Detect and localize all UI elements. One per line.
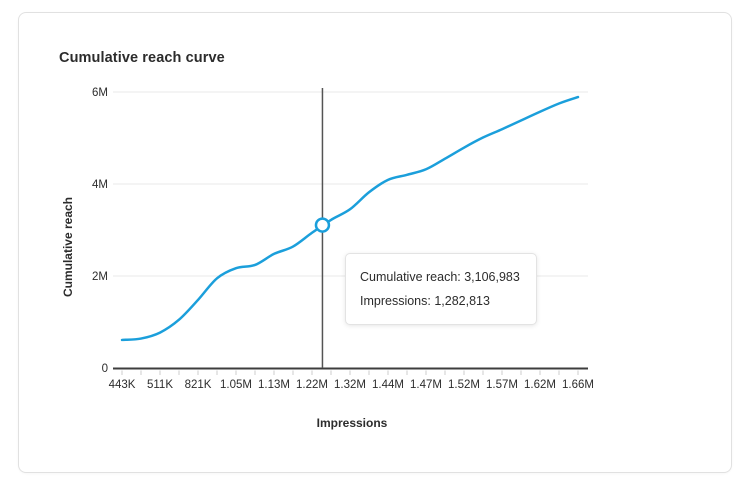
x-tick-label: 1.66M [562,379,594,391]
x-tick-label: 1.62M [524,379,556,391]
x-tick-label: 1.05M [220,379,252,391]
x-tick-label: 1.13M [258,379,290,391]
chart-title: Cumulative reach curve [59,50,225,66]
x-tick-label: 1.47M [410,379,442,391]
x-tick-label: 511K [147,379,173,391]
y-axis-title: Cumulative reach [61,196,75,298]
x-tick-label: 821K [185,379,212,391]
x-tick-label: 1.32M [334,379,366,391]
x-axis-title: Impressions [316,416,388,430]
y-tick-label: 0 [102,363,108,375]
y-tick-label: 2M [92,271,108,283]
reach-curve-card: Cumulative reach curve [18,12,732,473]
highlight-point-marker[interactable] [314,217,331,233]
x-tick-label: 443K [109,379,136,391]
x-tick-label: 1.44M [372,379,404,391]
tooltip-line-impressions: Impressions: 1,282,813 [360,294,490,308]
tooltip-line-reach: Cumulative reach: 3,106,983 [360,270,520,284]
x-tick-label: 1.57M [486,379,518,391]
y-tick-label: 6M [92,87,108,99]
x-tick-label: 1.22M [296,379,328,391]
reach-curve-line [120,95,580,342]
chart-tooltip: Cumulative reach: 3,106,983 Impressions:… [345,253,537,325]
y-tick-label: 4M [92,179,108,191]
x-tick-label: 1.52M [448,379,480,391]
